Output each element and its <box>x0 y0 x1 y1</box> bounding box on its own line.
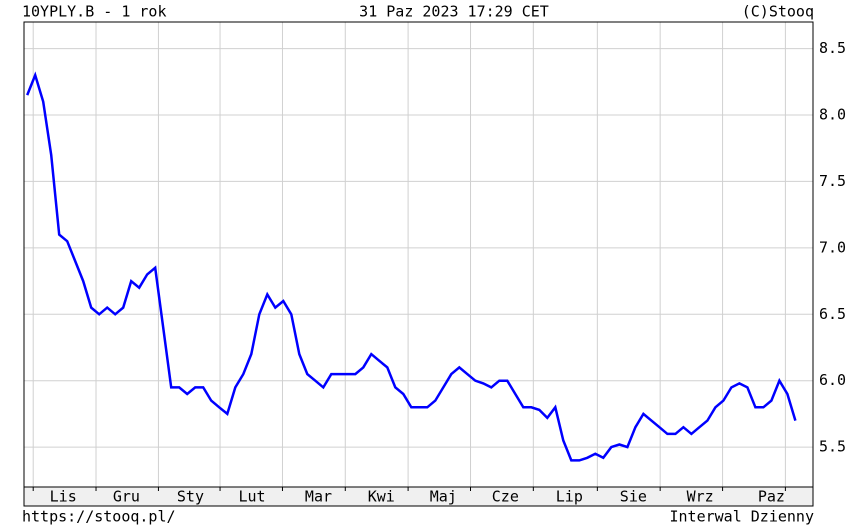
y-tick-label: 8.0 <box>819 106 846 124</box>
x-tick-label: Paz <box>758 488 785 506</box>
url-label[interactable]: https://stooq.pl/ <box>22 508 176 526</box>
x-tick-label: Mar <box>305 488 332 506</box>
x-tick-label: Lip <box>556 488 583 506</box>
y-tick-label: 7.5 <box>819 172 846 190</box>
interval-label: Interwal Dzienny <box>670 508 815 526</box>
x-tick-label: Kwi <box>368 488 395 506</box>
y-tick-label: 6.5 <box>819 305 846 323</box>
y-tick-label: 5.5 <box>819 438 846 456</box>
x-tick-label: Lut <box>239 488 266 506</box>
x-tick-label: Maj <box>430 488 457 506</box>
chart-title: 10YPLY.B - 1 rok <box>22 3 167 21</box>
y-tick-label: 7.0 <box>819 238 846 256</box>
price-line <box>26 71 797 462</box>
x-tick-label: Gru <box>113 488 140 506</box>
y-tick-label: 8.5 <box>819 39 846 57</box>
source-label: (C)Stooq <box>742 3 814 21</box>
x-tick-label: Lis <box>50 488 77 506</box>
y-tick-label: 6.0 <box>819 371 846 389</box>
chart-subtitle: 31 Paz 2023 17:29 CET <box>359 3 549 21</box>
x-tick-label: Cze <box>492 488 519 506</box>
x-tick-label: Sty <box>177 488 204 506</box>
plot-frame <box>23 21 814 488</box>
x-tick-label: Sie <box>620 488 647 506</box>
x-tick-label: Wrz <box>687 488 714 506</box>
